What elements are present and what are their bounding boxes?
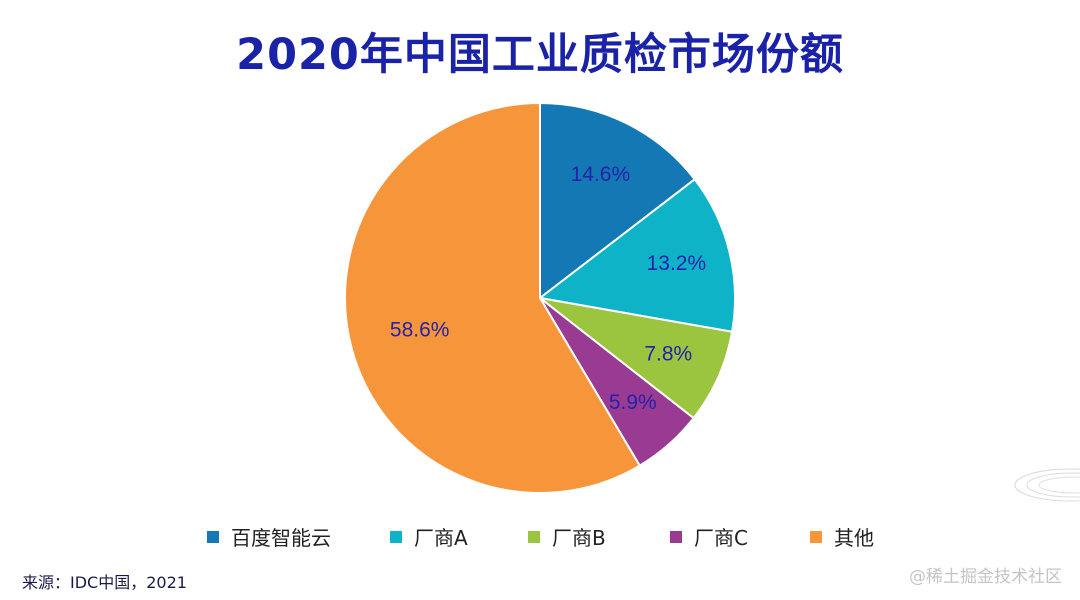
- legend-swatch: [528, 530, 540, 543]
- legend-item-vendor-c: 厂商C: [670, 522, 748, 551]
- slice-label: 7.8%: [644, 343, 692, 366]
- slice-label: 5.9%: [609, 391, 657, 414]
- chart-legend: 百度智能云 厂商A 厂商B 厂商C 其他: [0, 522, 1080, 552]
- legend-swatch: [810, 530, 822, 543]
- slice-label: 13.2%: [647, 252, 707, 275]
- slice-vendor-b: [539, 297, 734, 420]
- slice-label: 58.6%: [390, 319, 450, 342]
- legend-label: 百度智能云: [231, 526, 331, 550]
- legend-swatch: [207, 530, 219, 543]
- legend-item-vendor-a: 厂商A: [390, 522, 468, 551]
- legend-label: 厂商B: [552, 526, 606, 550]
- legend-swatch: [670, 530, 682, 543]
- legend-label: 其他: [834, 526, 874, 550]
- legend-item-vendor-b: 厂商B: [528, 522, 606, 551]
- slice-vendor-a: [537, 177, 736, 333]
- legend-label: 厂商A: [414, 526, 468, 550]
- legend-item-others: 其他: [810, 522, 874, 551]
- decorative-rings: [1014, 468, 1080, 502]
- watermark: @稀土掘金技术社区: [909, 567, 1062, 587]
- legend-label: 厂商C: [694, 526, 748, 550]
- source-note: 来源：IDC中国，2021: [22, 573, 187, 592]
- legend-item-baidu: 百度智能云: [207, 522, 331, 551]
- legend-swatch: [390, 530, 402, 543]
- slice-others: [344, 101, 642, 494]
- slice-baidu: [539, 101, 697, 301]
- page-title: 2020年中国工业质检市场份额: [236, 30, 844, 80]
- slice-label: 14.6%: [571, 163, 631, 186]
